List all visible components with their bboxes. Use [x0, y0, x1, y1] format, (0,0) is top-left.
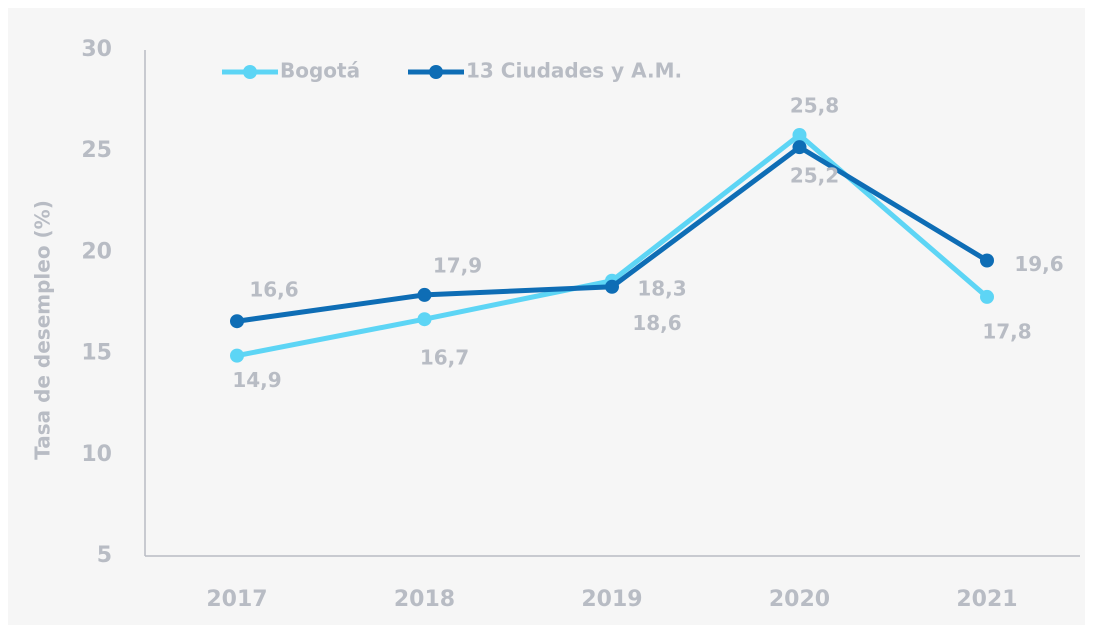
data-point — [417, 312, 432, 327]
data-label: 17,9 — [433, 253, 482, 277]
y-tick-label: 25 — [81, 138, 112, 163]
data-label: 16,6 — [249, 278, 298, 302]
y-tick-label: 5 — [97, 543, 112, 568]
data-label: 18,3 — [637, 276, 686, 300]
data-label: 16,7 — [420, 346, 469, 370]
x-tick-label: 2017 — [206, 587, 267, 612]
y-axis-label: Tasa de desempleo (%) — [31, 200, 55, 460]
data-label: 18,6 — [632, 311, 681, 335]
legend-marker — [429, 65, 443, 79]
data-point — [230, 314, 244, 329]
data-point — [230, 348, 244, 363]
data-point — [417, 287, 432, 302]
data-label: 25,2 — [790, 164, 839, 188]
data-point — [980, 253, 994, 268]
data-label: 17,8 — [982, 319, 1031, 343]
y-tick-label: 30 — [81, 37, 112, 62]
legend-marker — [243, 65, 257, 79]
data-point — [792, 128, 807, 143]
data-point — [980, 289, 994, 304]
legend-label: 13 Ciudades y A.M. — [466, 59, 682, 83]
y-tick-label: 20 — [81, 239, 112, 264]
data-point — [792, 140, 807, 155]
y-tick-label: 15 — [81, 341, 112, 366]
data-label: 14,9 — [232, 368, 281, 392]
x-tick-label: 2019 — [581, 587, 642, 612]
x-tick-label: 2021 — [956, 587, 1017, 612]
chart-background — [8, 8, 1085, 625]
x-tick-label: 2018 — [394, 587, 455, 612]
data-label: 25,8 — [790, 94, 839, 118]
y-tick-label: 10 — [81, 442, 112, 467]
x-tick-label: 2020 — [769, 587, 830, 612]
data-point — [605, 279, 619, 294]
data-label: 19,6 — [1014, 252, 1063, 276]
legend-label: Bogotá — [280, 59, 360, 83]
